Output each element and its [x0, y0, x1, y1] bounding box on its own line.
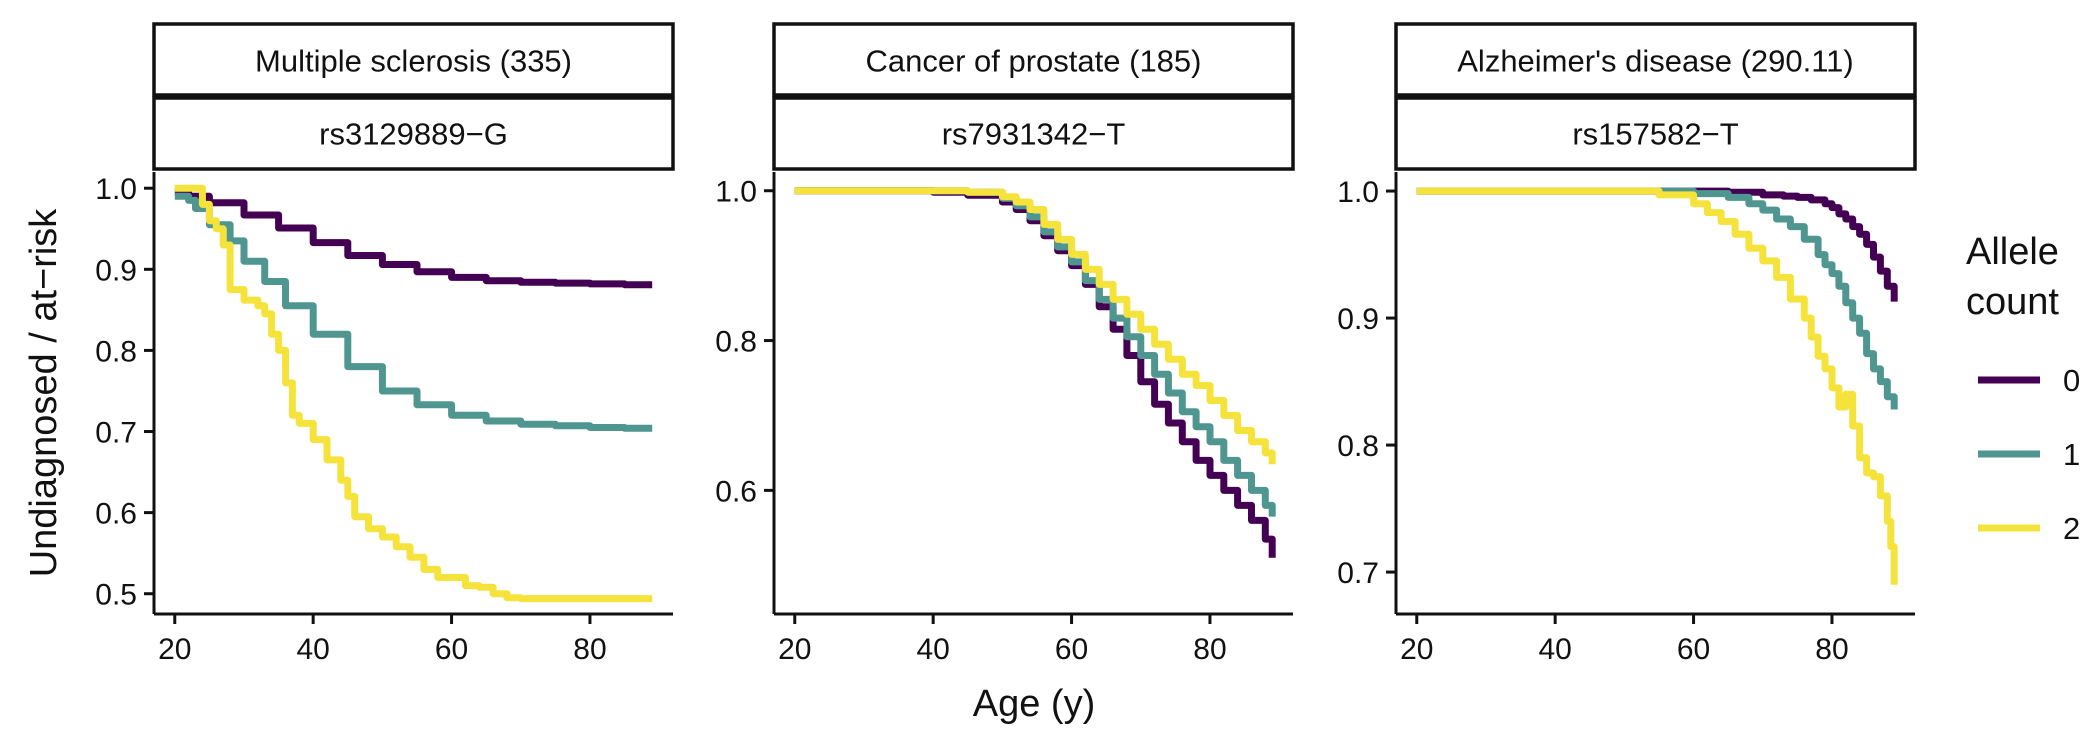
- y-tick-label: 0.5: [95, 579, 137, 612]
- strip-title-box: [772, 22, 1295, 97]
- strip-title-box: [1394, 22, 1917, 97]
- x-tick-label: 80: [1193, 633, 1226, 666]
- y-tick-label: 0.9: [95, 254, 137, 287]
- y-tick-label: 0.8: [715, 326, 757, 359]
- panel-title: Multiple sclerosis (335): [255, 44, 572, 79]
- x-tick-label: 20: [158, 633, 191, 666]
- series-line-2: [174, 184, 653, 603]
- series-line-0: [174, 188, 653, 289]
- legend-label: 1: [2063, 437, 2080, 472]
- x-tick-label: 60: [1677, 633, 1710, 666]
- x-tick-label: 40: [1538, 633, 1571, 666]
- y-axis-title: Undiagnosed / at−risk: [23, 208, 65, 578]
- panel-subtitle: rs157582−T: [1572, 117, 1738, 152]
- x-tick-label: 60: [435, 633, 468, 666]
- series-line-1: [174, 192, 653, 432]
- y-tick-label: 0.6: [95, 498, 137, 531]
- y-tick-label: 0.8: [1337, 430, 1379, 463]
- panel-2: Cancer of prostate (185) rs7931342−T 0.6 0.…: [715, 22, 1295, 666]
- x-tick-label: 40: [296, 633, 329, 666]
- strip-subtitle-box: [772, 96, 1295, 171]
- legend-title: Allele: [1966, 231, 2059, 273]
- y-tick-label: 1.0: [95, 173, 137, 206]
- y-tick-label: 0.9: [1337, 303, 1379, 336]
- legend-label: 0: [2063, 363, 2080, 398]
- panel-title: Alzheimer's disease (290.11): [1457, 44, 1853, 79]
- legend: Allele count 0 1 2: [1966, 231, 2080, 546]
- y-tick-label: 1.0: [1337, 176, 1379, 209]
- y-tick-label: 0.7: [95, 417, 137, 450]
- legend-label: 2: [2063, 511, 2080, 546]
- panel-title: Cancer of prostate (185): [865, 44, 1201, 79]
- strip-subtitle-box: [152, 96, 675, 171]
- y-tick-label: 0.6: [715, 475, 757, 508]
- panel-1: Multiple sclerosis (335) rs3129889−G 0.5 0.…: [95, 22, 675, 666]
- series-line-0: [794, 187, 1276, 558]
- panel-3: Alzheimer's disease (290.11) rs157582−T 0.…: [1337, 22, 1917, 666]
- series-line-0: [1416, 187, 1898, 302]
- series-line-1: [1416, 187, 1898, 410]
- x-axis-title: Age (y): [973, 683, 1095, 725]
- panel-subtitle: rs7931342−T: [942, 117, 1126, 152]
- y-tick-label: 0.8: [95, 335, 137, 368]
- series-line-2: [1416, 187, 1898, 585]
- legend-title: count: [1966, 281, 2059, 323]
- strip-subtitle-box: [1394, 96, 1917, 171]
- x-tick-label: 20: [1400, 633, 1433, 666]
- series-line-2: [794, 187, 1276, 465]
- x-tick-label: 80: [1815, 633, 1848, 666]
- x-tick-label: 20: [778, 633, 811, 666]
- x-tick-label: 60: [1055, 633, 1088, 666]
- strip-title-box: [152, 22, 675, 97]
- x-tick-label: 40: [916, 633, 949, 666]
- panel-subtitle: rs3129889−G: [319, 117, 508, 152]
- x-tick-label: 80: [573, 633, 606, 666]
- y-tick-label: 0.7: [1337, 557, 1379, 590]
- y-tick-label: 1.0: [715, 176, 757, 209]
- series-line-1: [794, 187, 1276, 517]
